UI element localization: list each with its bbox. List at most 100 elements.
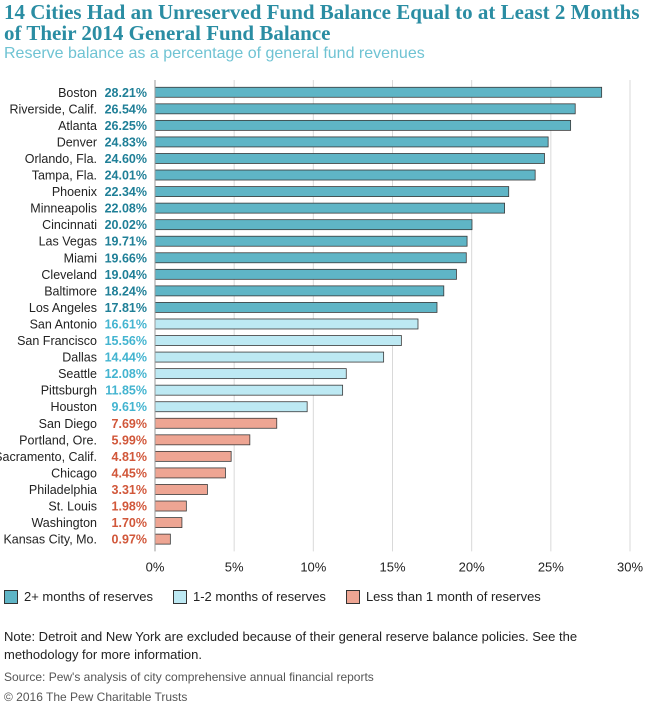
legend-label-1-2-months: 1-2 months of reserves xyxy=(192,589,326,604)
x-tick-label: 0% xyxy=(146,559,165,574)
bar xyxy=(154,500,187,512)
value-label: 11.85% xyxy=(105,384,147,398)
legend-swatch-1-2-months xyxy=(172,589,187,604)
legend: 2+ months of reserves 1-2 months of rese… xyxy=(4,589,561,604)
x-tick-label: 10% xyxy=(300,559,326,574)
bar xyxy=(154,252,467,264)
legend-swatch-2plus-months xyxy=(4,589,18,604)
value-label: 26.25% xyxy=(105,119,147,133)
bar xyxy=(154,136,549,148)
bar xyxy=(154,186,510,197)
legend-item-1-2-months: 1-2 months of reserves xyxy=(172,589,326,604)
category-label: San Francisco xyxy=(17,334,97,348)
value-label: 24.60% xyxy=(105,152,147,166)
bar xyxy=(154,302,438,313)
bar xyxy=(154,467,226,479)
category-label: Atlanta xyxy=(58,119,97,133)
bar xyxy=(154,119,572,131)
value-label: 15.56% xyxy=(105,334,147,348)
category-label: Miami xyxy=(64,251,97,265)
category-label: Minneapolis xyxy=(30,202,97,216)
value-label: 22.08% xyxy=(105,202,147,216)
legend-swatch-less-than-1-month xyxy=(345,589,360,604)
category-label: San Antonio xyxy=(30,317,97,331)
value-label: 7.69% xyxy=(112,417,147,431)
legend-item-less-than-1-month: Less than 1 month of reserves xyxy=(345,589,541,604)
legend-label-2plus-months: 2+ months of reserves xyxy=(24,589,153,604)
bar xyxy=(154,533,171,545)
bar xyxy=(154,450,232,462)
value-label: 9.61% xyxy=(112,400,147,414)
category-label: Philadelphia xyxy=(29,483,97,497)
value-label: 12.08% xyxy=(105,367,147,381)
value-label: 4.81% xyxy=(112,450,147,464)
x-tick-label: 15% xyxy=(379,559,405,574)
x-tick-label: 20% xyxy=(459,559,485,574)
value-label: 19.66% xyxy=(105,251,147,265)
chart-subtitle: Reserve balance as a percentage of gener… xyxy=(4,45,425,62)
x-tick-label: 25% xyxy=(538,559,564,574)
bar xyxy=(154,351,385,363)
bar xyxy=(154,318,419,330)
bar xyxy=(154,86,603,98)
value-label: 24.83% xyxy=(105,135,147,149)
x-tick-label: 5% xyxy=(225,559,244,574)
bar-chart: 28.21% Boston 26.54% Riverside, Calif. 26.25… xyxy=(0,80,643,574)
copyright: © 2016 The Pew Charitable Trusts xyxy=(4,690,188,704)
bar xyxy=(154,417,278,429)
bar xyxy=(154,285,445,297)
category-label: Las Vegas xyxy=(39,235,97,249)
value-label: 5.99% xyxy=(112,433,147,447)
category-label: Boston xyxy=(58,86,97,100)
category-label: Chicago xyxy=(51,466,97,480)
value-label: 28.21% xyxy=(105,86,147,100)
category-label: Baltimore xyxy=(44,284,97,298)
chart-title: 14 Cities Had an Unreserved Fund Balance… xyxy=(4,0,640,45)
value-label: 1.98% xyxy=(112,500,147,514)
category-label: Cincinnati xyxy=(42,218,97,232)
value-label: 1.70% xyxy=(112,516,147,530)
bar xyxy=(154,401,308,413)
category-label: Dallas xyxy=(62,351,97,365)
value-label: 16.61% xyxy=(105,317,147,331)
category-label: Riverside, Calif. xyxy=(9,102,97,116)
value-label: 22.34% xyxy=(105,185,147,199)
category-label: Phoenix xyxy=(52,185,98,199)
value-label: 0.97% xyxy=(112,533,147,547)
value-label: 17.81% xyxy=(105,301,147,315)
category-label: Sacramento, Calif. xyxy=(0,450,97,464)
legend-item-2plus-months: 2+ months of reserves xyxy=(4,589,153,604)
category-label: Houston xyxy=(50,400,97,414)
category-label: Portland, Ore. xyxy=(19,433,97,447)
value-label: 14.44% xyxy=(105,351,147,365)
category-label: Los Angeles xyxy=(29,301,97,315)
bar xyxy=(154,268,457,280)
category-label: Kansas City, Mo. xyxy=(3,533,97,547)
bar xyxy=(154,434,251,446)
bar xyxy=(154,384,344,396)
value-label: 18.24% xyxy=(105,284,147,298)
category-label: Seattle xyxy=(58,367,97,381)
x-tick-label: 30% xyxy=(617,559,643,574)
value-label: 19.04% xyxy=(105,268,147,282)
value-label: 19.71% xyxy=(105,235,147,249)
bar xyxy=(154,335,402,346)
category-label: Denver xyxy=(57,135,97,149)
bar xyxy=(154,484,208,495)
legend-label-less-than-1-month: Less than 1 month of reserves xyxy=(365,589,541,604)
value-label: 20.02% xyxy=(105,218,147,232)
chart-note: Note: Detroit and New York are excluded … xyxy=(4,629,578,662)
value-label: 24.01% xyxy=(105,169,147,183)
bar xyxy=(154,202,506,214)
category-label: Tampa, Fla. xyxy=(32,169,97,183)
bar xyxy=(154,235,468,247)
category-label: Pittsburgh xyxy=(41,384,97,398)
value-label: 4.45% xyxy=(112,466,147,480)
bar xyxy=(154,219,473,231)
bar xyxy=(154,153,545,164)
category-label: San Diego xyxy=(39,417,97,431)
bar xyxy=(154,169,536,181)
category-label: Cleveland xyxy=(41,268,97,282)
chart-source: Source: Pew's analysis of city comprehen… xyxy=(4,670,374,684)
value-label: 3.31% xyxy=(112,483,147,497)
